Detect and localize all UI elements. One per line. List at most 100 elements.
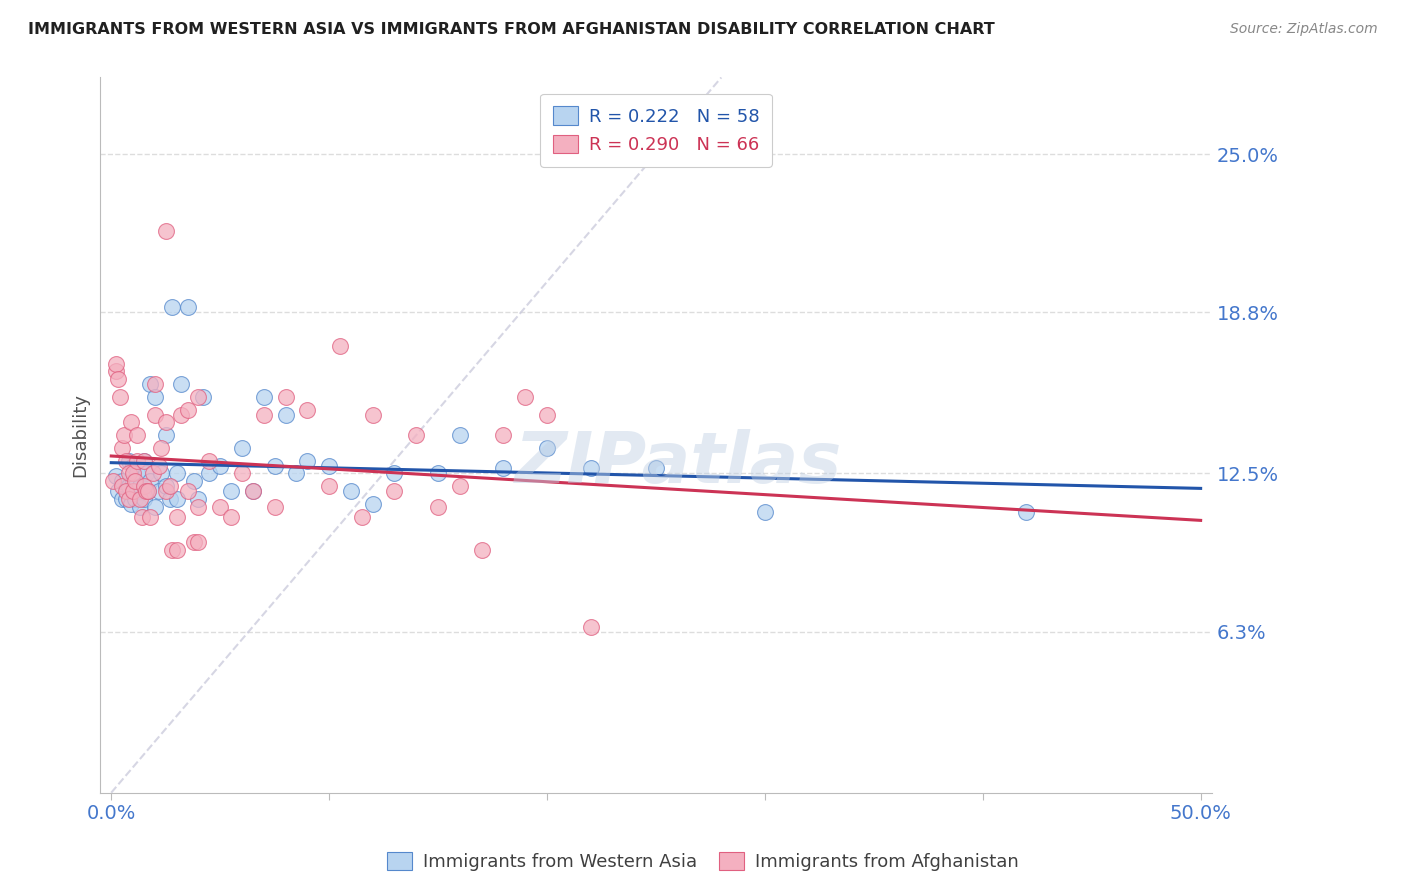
Point (131, 509, 153, 524)
Point (135, 484, 157, 499)
Point (142, 467, 165, 481)
Point (242, 484, 264, 499)
Text: ZIPatlas: ZIPatlas (515, 429, 842, 498)
Point (492, 428, 515, 442)
Y-axis label: Disability: Disability (72, 393, 89, 477)
Point (127, 428, 149, 442)
Point (143, 376, 166, 391)
Point (274, 390, 297, 404)
Point (136, 484, 159, 499)
Point (127, 467, 149, 481)
Point (139, 509, 162, 524)
Point (122, 458, 145, 473)
Point (132, 453, 155, 467)
Point (219, 484, 242, 499)
Text: IMMIGRANTS FROM WESTERN ASIA VS IMMIGRANTS FROM AFGHANISTAN DISABILITY CORRELATI: IMMIGRANTS FROM WESTERN ASIA VS IMMIGRAN… (28, 22, 995, 37)
Point (253, 390, 276, 404)
Point (118, 479, 141, 493)
Point (285, 467, 308, 481)
Point (155, 479, 177, 493)
Point (1015, 505, 1038, 519)
Legend: Immigrants from Western Asia, Immigrants from Afghanistan: Immigrants from Western Asia, Immigrants… (380, 845, 1026, 879)
Point (139, 474, 162, 488)
Point (274, 408, 297, 422)
Point (187, 500, 209, 514)
Point (579, 461, 602, 475)
Point (124, 491, 146, 506)
Point (318, 458, 340, 473)
Point (104, 357, 127, 371)
Point (191, 390, 214, 404)
Point (150, 441, 173, 455)
Point (111, 474, 134, 488)
Point (536, 441, 558, 455)
Point (471, 543, 494, 558)
Point (132, 491, 155, 506)
Point (148, 458, 170, 473)
Point (104, 364, 127, 378)
Point (515, 390, 537, 404)
Point (143, 500, 166, 514)
Point (492, 461, 515, 475)
Point (115, 484, 138, 499)
Point (449, 479, 471, 493)
Point (449, 428, 471, 442)
Point (427, 467, 450, 481)
Point (118, 467, 141, 481)
Point (384, 467, 406, 481)
Point (104, 469, 127, 483)
Point (297, 402, 319, 417)
Point (405, 428, 427, 442)
Point (132, 453, 155, 467)
Point (242, 484, 264, 499)
Point (166, 543, 188, 558)
Point (754, 505, 776, 519)
Point (132, 479, 155, 493)
Point (329, 339, 352, 353)
Point (118, 453, 141, 467)
Point (209, 500, 232, 514)
Point (263, 458, 285, 473)
Point (231, 467, 253, 481)
Point (198, 467, 221, 481)
Point (253, 408, 276, 422)
Point (143, 408, 166, 422)
Point (187, 491, 209, 506)
Point (340, 484, 363, 499)
Point (128, 500, 150, 514)
Point (107, 372, 129, 386)
Point (155, 415, 177, 429)
Point (127, 453, 149, 467)
Point (136, 484, 159, 499)
Legend: R = 0.222   N = 58, R = 0.290   N = 66: R = 0.222 N = 58, R = 0.290 N = 66 (540, 94, 772, 167)
Point (127, 484, 149, 499)
Point (427, 500, 450, 514)
Point (187, 390, 209, 404)
Point (120, 497, 142, 511)
Point (176, 301, 198, 315)
Point (111, 479, 134, 493)
Point (162, 301, 184, 315)
Point (159, 491, 181, 506)
Point (112, 428, 135, 442)
Point (384, 484, 406, 499)
Point (263, 500, 285, 514)
Point (187, 535, 209, 549)
Point (124, 474, 146, 488)
Point (115, 491, 138, 506)
Point (297, 453, 319, 467)
Point (122, 484, 145, 499)
Point (155, 428, 177, 442)
Point (111, 491, 134, 506)
Point (350, 509, 373, 524)
Point (209, 458, 232, 473)
Point (111, 441, 134, 455)
Point (128, 491, 150, 506)
Point (139, 376, 162, 391)
Point (128, 479, 150, 493)
Point (170, 376, 193, 391)
Point (108, 390, 131, 404)
Text: Source: ZipAtlas.com: Source: ZipAtlas.com (1230, 22, 1378, 37)
Point (166, 491, 188, 506)
Point (361, 497, 384, 511)
